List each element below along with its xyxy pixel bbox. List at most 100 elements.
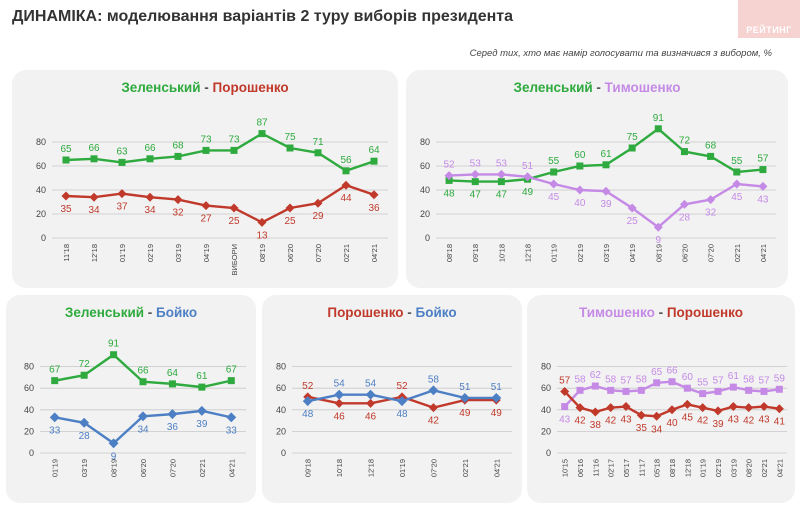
data-point [226, 412, 237, 423]
data-label: 42 [743, 416, 755, 427]
data-point [654, 125, 662, 133]
data-label: 91 [653, 113, 665, 124]
data-point [601, 186, 611, 196]
x-tick-label: 08'18 [445, 244, 454, 262]
data-point [636, 410, 646, 420]
chart-title-sep: - [200, 80, 213, 95]
x-tick-label: 06'20 [680, 244, 689, 262]
x-tick-label: 02'21 [461, 459, 470, 477]
data-label: 42 [605, 416, 617, 427]
series-line [65, 183, 375, 224]
chart-title-b: Тимошенко [604, 80, 681, 95]
data-label: 33 [49, 425, 61, 436]
data-label: 42 [697, 416, 709, 427]
data-point [444, 171, 454, 181]
x-tick-label: 02'21 [760, 459, 769, 477]
data-point [637, 386, 645, 394]
chart-title-sep: - [654, 305, 667, 320]
chart-title-a: Зеленський [64, 305, 145, 320]
x-tick-label: 11'17 [637, 459, 646, 477]
data-point [622, 387, 630, 395]
y-tick-label: 80 [276, 362, 286, 372]
data-point [680, 148, 688, 156]
data-point [713, 406, 723, 416]
data-point [621, 402, 631, 412]
x-tick-label: 12'18 [90, 244, 99, 262]
data-point [370, 157, 378, 165]
x-tick-label: 06'16 [576, 459, 585, 477]
data-label: 54 [365, 379, 377, 390]
data-label: 61 [600, 149, 612, 160]
x-tick-label: 10'15 [561, 459, 570, 477]
chart-title: Тимошенко - Порошенко [527, 305, 795, 320]
data-point [257, 217, 267, 227]
x-tick-label: 07'20 [707, 244, 716, 262]
data-label: 57 [559, 375, 571, 386]
data-point [61, 191, 71, 201]
data-point [607, 386, 615, 394]
data-label: 72 [679, 136, 691, 147]
y-tick-label: 40 [276, 405, 286, 415]
data-point [576, 386, 584, 394]
chart-poroshenko-boyko: 0 20 40 60 80 09'18 10'18 12'18 01'19 07'20 02'21 0… [276, 362, 512, 477]
data-point [759, 166, 767, 174]
y-tick-label: 80 [36, 137, 46, 147]
x-tick-label: 12'18 [683, 459, 692, 477]
x-tick-label: 04'19 [202, 244, 211, 262]
data-label: 47 [470, 190, 482, 201]
data-label: 58 [743, 374, 755, 385]
x-tick-label: 04'21 [759, 244, 768, 262]
data-label: 25 [284, 216, 296, 227]
data-label: 73 [200, 134, 212, 145]
data-point [491, 392, 502, 403]
data-label: 64 [167, 368, 179, 379]
data-label: 61 [728, 371, 740, 382]
chart-title: Порошенко - Бойко [262, 305, 522, 320]
data-label: 55 [731, 156, 743, 167]
data-point [168, 380, 176, 388]
data-label: 51 [459, 382, 471, 393]
x-tick-label: 11'18 [62, 244, 71, 262]
x-tick-label: 02'19 [146, 244, 155, 262]
x-tick-label: 09'18 [304, 459, 313, 477]
data-point [342, 167, 350, 175]
data-label: 73 [228, 134, 240, 145]
x-tick-label: 04'21 [775, 459, 784, 477]
x-tick-label: 08'19 [654, 244, 663, 262]
y-tick-label: 20 [276, 426, 286, 436]
data-point [89, 192, 99, 202]
x-tick-label: 01'19 [398, 459, 407, 477]
data-label: 91 [108, 339, 120, 350]
data-point [118, 158, 126, 166]
data-point [49, 412, 60, 423]
chart-panel-poroshenko-boyko: Порошенко - Бойко 0 20 40 60 80 09'18 10'18 12'… [262, 295, 522, 503]
data-label: 75 [284, 132, 296, 143]
data-point [497, 178, 505, 186]
data-point [561, 403, 569, 411]
x-tick-label: 03'19 [729, 459, 738, 477]
x-tick-label: 02'21 [198, 459, 207, 477]
data-point [428, 385, 439, 396]
data-label: 49 [459, 408, 471, 419]
data-point [173, 195, 183, 205]
x-tick-label: 05'18 [653, 459, 662, 477]
data-point [733, 168, 741, 176]
data-point [496, 169, 506, 179]
data-label: 34 [137, 424, 149, 435]
data-label: 32 [172, 208, 184, 219]
data-label: 40 [666, 418, 678, 429]
page-title: ДИНАМІКА: моделювання варіантів 2 туру в… [12, 8, 514, 25]
data-label: 58 [636, 374, 648, 385]
data-point [774, 404, 784, 414]
data-point [201, 201, 211, 211]
data-label: 44 [340, 193, 352, 204]
data-label: 66 [144, 143, 156, 154]
x-tick-label: 01'19 [51, 459, 60, 477]
chart-title: Зеленський - Порошенко [12, 80, 398, 95]
data-point [229, 203, 239, 213]
data-point [775, 385, 783, 393]
data-label: 57 [620, 375, 632, 386]
x-tick-label: 01'19 [699, 459, 708, 477]
data-label: 56 [340, 155, 352, 166]
x-tick-label: 05'17 [622, 459, 631, 477]
